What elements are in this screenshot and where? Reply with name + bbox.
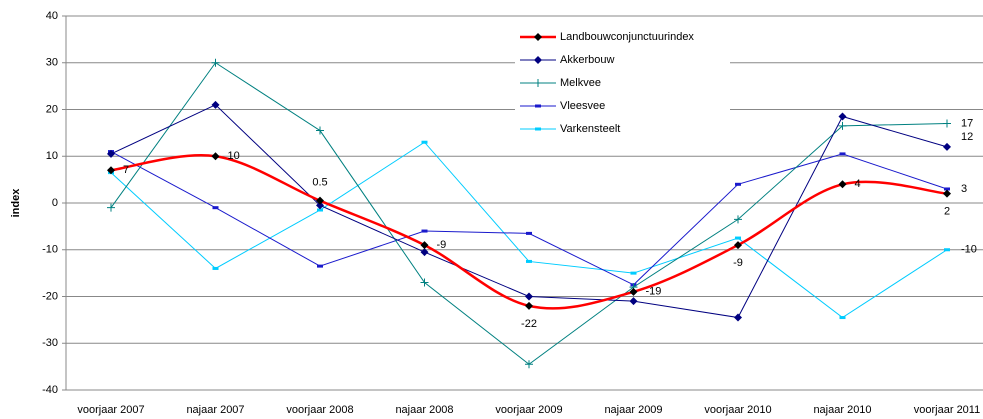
- data-label: -9: [437, 239, 447, 251]
- data-label: 7: [123, 164, 129, 176]
- marker: [211, 152, 220, 161]
- marker: [943, 142, 951, 151]
- legend-marker: [534, 56, 542, 64]
- marker: [107, 149, 115, 158]
- marker: [420, 248, 429, 257]
- marker: [525, 360, 533, 369]
- marker: [211, 100, 220, 109]
- y-axis-label: index: [10, 188, 22, 218]
- marker: [421, 229, 428, 233]
- marker: [734, 241, 742, 250]
- x-tick-label: najaar 2007: [186, 404, 244, 416]
- series-line: [110, 151, 948, 286]
- y-tick-label: -30: [42, 337, 58, 349]
- data-label: -19: [646, 286, 662, 298]
- x-tick-label: voorjaar 2011: [914, 404, 980, 416]
- marker: [212, 206, 219, 210]
- marker: [838, 121, 847, 130]
- legend-label: Landbouwconjunctuurindex: [560, 31, 694, 43]
- x-tick-label: voorjaar 2007: [77, 404, 144, 416]
- marker: [734, 215, 742, 224]
- legend-marker: [535, 104, 541, 108]
- marker: [838, 112, 847, 121]
- data-label: 10: [228, 150, 240, 162]
- data-label: -9: [733, 257, 743, 269]
- y-tick-label: -10: [42, 244, 58, 256]
- marker: [839, 152, 846, 156]
- marker: [420, 278, 429, 287]
- legend-box: [515, 25, 730, 144]
- x-tick-label: voorjaar 2010: [704, 404, 771, 416]
- marker: [734, 313, 742, 322]
- marker: [944, 248, 950, 252]
- marker: [107, 203, 115, 212]
- data-label: -10: [961, 244, 977, 256]
- series-line: [110, 154, 948, 310]
- legend-label: Vleesvee: [560, 100, 605, 112]
- legend-label: Varkensteelt: [560, 123, 620, 135]
- marker: [629, 297, 638, 306]
- data-label: 12: [961, 131, 973, 143]
- data-label: 2: [944, 206, 950, 218]
- marker: [316, 126, 324, 135]
- data-label: 3: [961, 183, 967, 195]
- data-label: -22: [521, 318, 537, 330]
- marker: [421, 140, 428, 144]
- marker: [107, 166, 115, 175]
- y-tick-label: 30: [46, 57, 58, 69]
- marker: [525, 301, 533, 310]
- marker: [211, 58, 220, 67]
- x-tick-label: najaar 2008: [395, 404, 453, 416]
- marker: [525, 292, 533, 301]
- data-label: 4: [855, 178, 861, 190]
- x-tick-label: najaar 2010: [813, 404, 871, 416]
- y-tick-label: -20: [42, 290, 58, 302]
- marker: [317, 208, 323, 212]
- y-tick-label: -40: [42, 384, 58, 396]
- y-tick-label: 10: [46, 150, 58, 162]
- x-tick-label: voorjaar 2009: [495, 404, 562, 416]
- marker: [317, 264, 323, 268]
- marker: [839, 316, 846, 320]
- legend-marker: [535, 127, 541, 131]
- marker: [526, 259, 532, 263]
- legend-label: Akkerbouw: [560, 54, 614, 66]
- legend-marker: [534, 33, 542, 41]
- x-tick-label: najaar 2009: [604, 404, 662, 416]
- data-label: 17: [961, 117, 973, 129]
- marker: [735, 182, 741, 186]
- marker: [943, 119, 951, 128]
- marker: [316, 196, 324, 205]
- y-tick-label: 20: [46, 103, 58, 115]
- marker: [944, 187, 950, 191]
- legend-label: Melkvee: [560, 77, 601, 89]
- legend-marker: [534, 79, 542, 87]
- data-label: 0.5: [312, 177, 327, 189]
- marker: [420, 241, 429, 250]
- marker: [316, 201, 324, 210]
- marker: [629, 287, 638, 296]
- marker: [212, 266, 219, 270]
- y-tick-label: 0: [52, 197, 58, 209]
- y-tick-label: 40: [46, 10, 58, 22]
- marker: [630, 271, 637, 275]
- x-tick-label: voorjaar 2008: [286, 404, 353, 416]
- marker: [526, 231, 532, 235]
- series-line: [110, 141, 948, 319]
- marker: [838, 180, 847, 189]
- marker: [735, 236, 741, 240]
- marker: [943, 189, 951, 198]
